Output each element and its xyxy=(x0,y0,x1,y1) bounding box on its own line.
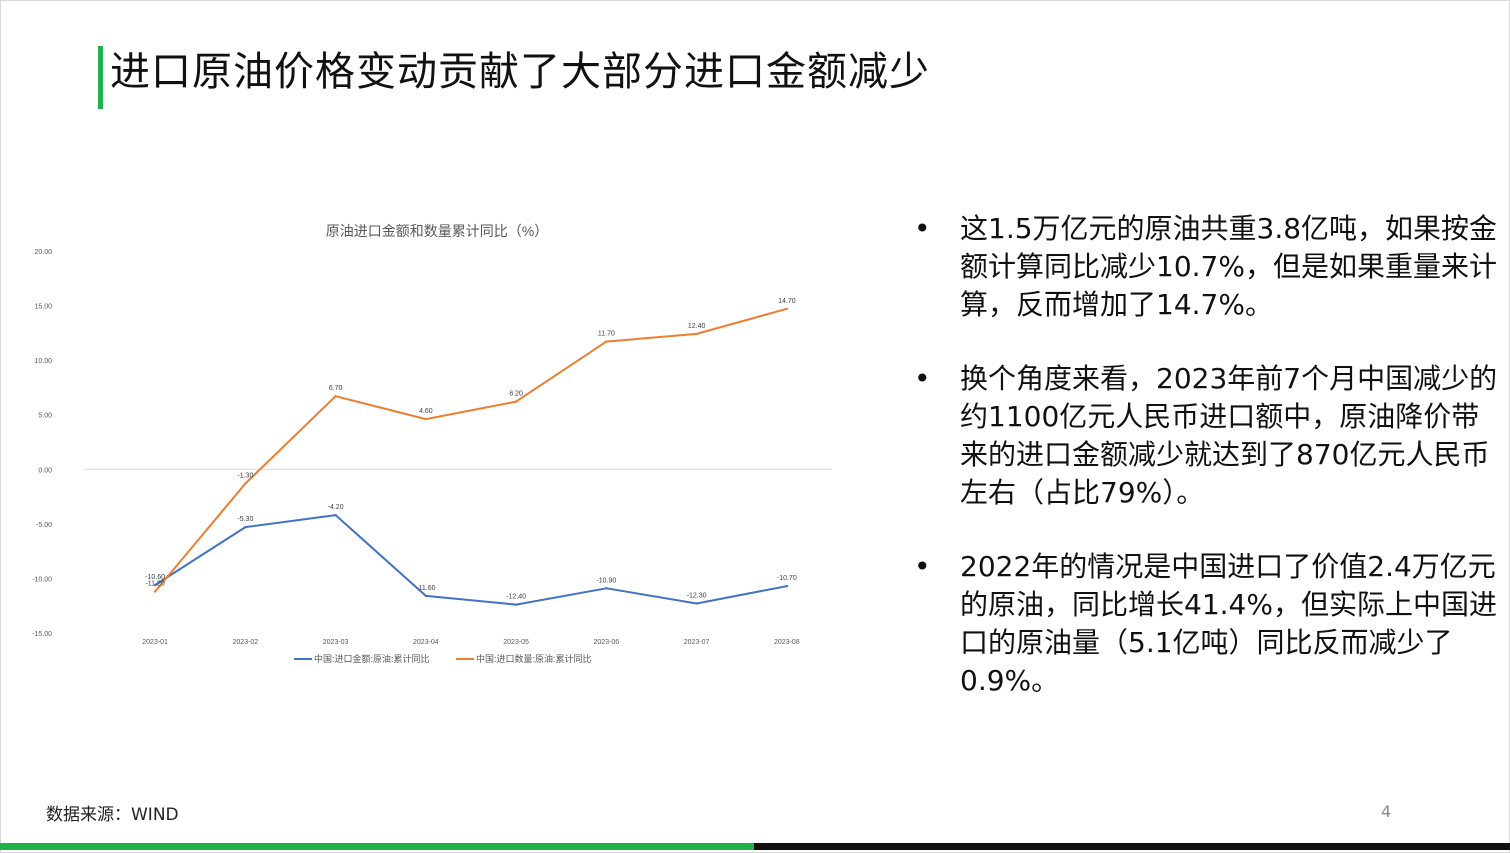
chart-title: 原油进口金额和数量累计同比（%） xyxy=(326,223,548,239)
data-point xyxy=(695,332,698,336)
data-point xyxy=(244,482,247,485)
data-point xyxy=(244,525,247,529)
bullet-dot-icon: • xyxy=(914,550,931,583)
bullet-item: • 这1.5万亿元的原油共重3.8亿吨，如果按金额计算同比减少10.7%，但是如… xyxy=(912,210,1502,324)
x-tick-label: 2023-05 xyxy=(503,639,529,646)
y-tick-label: -5.00 xyxy=(36,522,52,529)
x-tick-label: 2023-02 xyxy=(233,639,259,646)
bullet-text: 2022年的情况是中国进口了价值2.4万亿元的原油，同比增长41.4%，但实际上… xyxy=(960,550,1497,697)
data-label: -5.30 xyxy=(237,516,253,523)
bullet-list: • 这1.5万亿元的原油共重3.8亿吨，如果按金额计算同比减少10.7%，但是如… xyxy=(912,210,1502,736)
data-point xyxy=(695,602,698,605)
data-point xyxy=(153,583,157,587)
data-point xyxy=(514,603,518,606)
data-label: 6.20 xyxy=(509,391,523,398)
data-point xyxy=(785,307,789,311)
data-point xyxy=(153,590,157,593)
data-point xyxy=(424,594,428,598)
x-tick-label: 2023-08 xyxy=(774,639,800,646)
series-line-1 xyxy=(154,514,788,606)
bullet-text: 换个角度来看，2023年前7个月中国减少的约1100亿元人民币进口额中，原油降价… xyxy=(960,362,1498,509)
series-line-2 xyxy=(154,307,788,593)
bullet-item: • 2022年的情况是中国进口了价值2.4万亿元的原油，同比增长41.4%，但实… xyxy=(912,548,1502,700)
data-label: -10.60 xyxy=(145,574,165,581)
line-chart: 原油进口金额和数量累计同比（%） 20.00 15.00 10.00 5.00 0.00 -… xyxy=(22,212,852,672)
slide-title: 进口原油价格变动贡献了大部分进口金额减少 xyxy=(110,49,930,95)
bullet-text: 这1.5万亿元的原油共重3.8亿吨，如果按金额计算同比减少10.7%，但是如果重… xyxy=(960,212,1498,321)
data-label: 12.40 xyxy=(688,323,706,330)
data-label: -10.90 xyxy=(596,577,616,584)
legend-label: 中国:进口金额:原油:累计同比 xyxy=(314,653,430,664)
y-tick-label: 5.00 xyxy=(38,413,52,420)
data-label: 6.70 xyxy=(329,385,343,392)
data-label: -12.30 xyxy=(687,593,707,600)
footer-bar-green xyxy=(0,843,754,850)
title-accent-bar xyxy=(98,46,103,109)
data-source-note: 数据来源：WIND xyxy=(46,805,179,825)
page-number: 4 xyxy=(1381,802,1392,821)
x-tick-label: 2023-04 xyxy=(413,639,439,646)
data-point xyxy=(334,513,337,517)
data-label: 4.60 xyxy=(419,408,433,415)
data-point xyxy=(605,340,608,343)
bullet-dot-icon: • xyxy=(914,362,931,395)
x-tick-label: 2023-06 xyxy=(594,639,620,646)
data-label: -1.30 xyxy=(237,472,253,479)
x-tick-label: 2023-03 xyxy=(323,639,349,646)
data-point xyxy=(514,400,518,403)
data-point xyxy=(424,417,428,421)
bullet-item: • 换个角度来看，2023年前7个月中国减少的约1100亿元人民币进口额中，原油… xyxy=(912,360,1502,512)
data-point xyxy=(605,587,608,590)
x-tick-label: 2023-01 xyxy=(142,639,168,646)
data-label: 11.70 xyxy=(598,331,615,338)
bullet-dot-icon: • xyxy=(914,212,931,245)
data-label: -10.70 xyxy=(777,575,797,582)
legend-label: 中国:进口数量:原油:累计同比 xyxy=(476,653,592,664)
y-tick-label: 20.00 xyxy=(34,249,52,256)
chart-svg: 原油进口金额和数量累计同比（%） 20.00 15.00 10.00 5.00 0.00 -… xyxy=(32,223,832,664)
data-label: -11.60 xyxy=(416,585,435,592)
y-tick-label: -10.00 xyxy=(32,576,52,583)
data-label: -12.40 xyxy=(506,594,526,601)
y-tick-label: -15.00 xyxy=(32,631,52,638)
x-tick-label: 2023-07 xyxy=(684,639,710,646)
data-label: -11.20 xyxy=(145,581,164,588)
footer-bar-black xyxy=(754,843,1510,850)
y-tick-label: 0.00 xyxy=(38,467,52,474)
data-label: -4.20 xyxy=(328,504,344,511)
data-point xyxy=(334,394,337,398)
y-tick-label: 10.00 xyxy=(34,358,52,365)
data-label: 14.70 xyxy=(778,298,796,305)
data-point xyxy=(785,584,789,588)
y-tick-label: 15.00 xyxy=(34,304,52,311)
